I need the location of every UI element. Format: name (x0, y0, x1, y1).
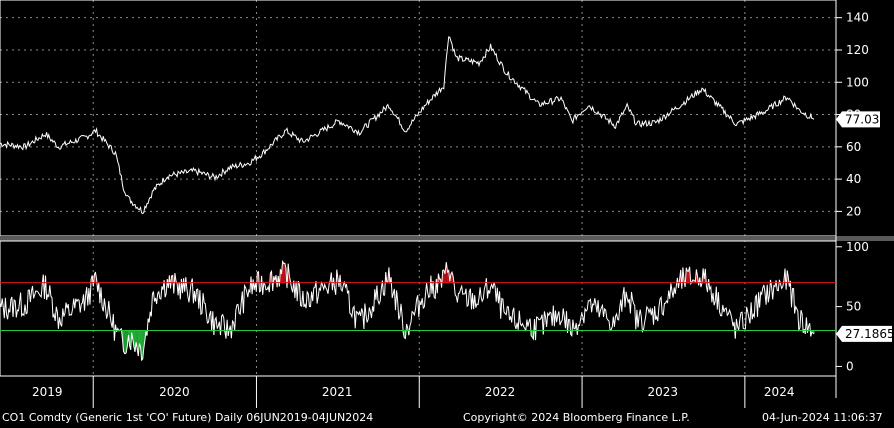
year-label: 2019 (32, 385, 63, 399)
rsi-last-value-badge: 27.1865 (845, 327, 894, 341)
rsi-tick-label: 100 (846, 240, 869, 254)
price-last-value-badge: 77.03 (845, 112, 879, 126)
price-series-line (0, 36, 815, 215)
rsi-tick-label: 50 (846, 300, 861, 314)
year-label: 2023 (648, 385, 679, 399)
price-tick-label: 20 (846, 204, 861, 218)
price-tick-label: 40 (846, 172, 861, 186)
year-label: 2022 (485, 385, 516, 399)
copyright-text: Copyright© 2024 Bloomberg Finance L.P. (463, 411, 690, 424)
panel-divider (0, 236, 894, 241)
price-tick-label: 140 (846, 11, 869, 25)
price-tick-label: 120 (846, 43, 869, 57)
price-tick-label: 100 (846, 75, 869, 89)
year-label: 2020 (159, 385, 190, 399)
rsi-tick-label: 0 (846, 359, 854, 373)
rsi-last-value-badge-bg (836, 325, 892, 342)
price-last-value-badge-bg (836, 111, 880, 128)
year-label: 2021 (322, 385, 353, 399)
price-panel-frame (0, 0, 837, 237)
timestamp-text: 04-Jun-2024 11:06:37 (762, 411, 883, 424)
price-tick-label: 60 (846, 140, 861, 154)
year-label: 2024 (764, 385, 795, 399)
rsi-series-line (0, 259, 815, 362)
security-description: CO1 Comdty (Generic 1st 'CO' Future) Dai… (2, 411, 374, 424)
